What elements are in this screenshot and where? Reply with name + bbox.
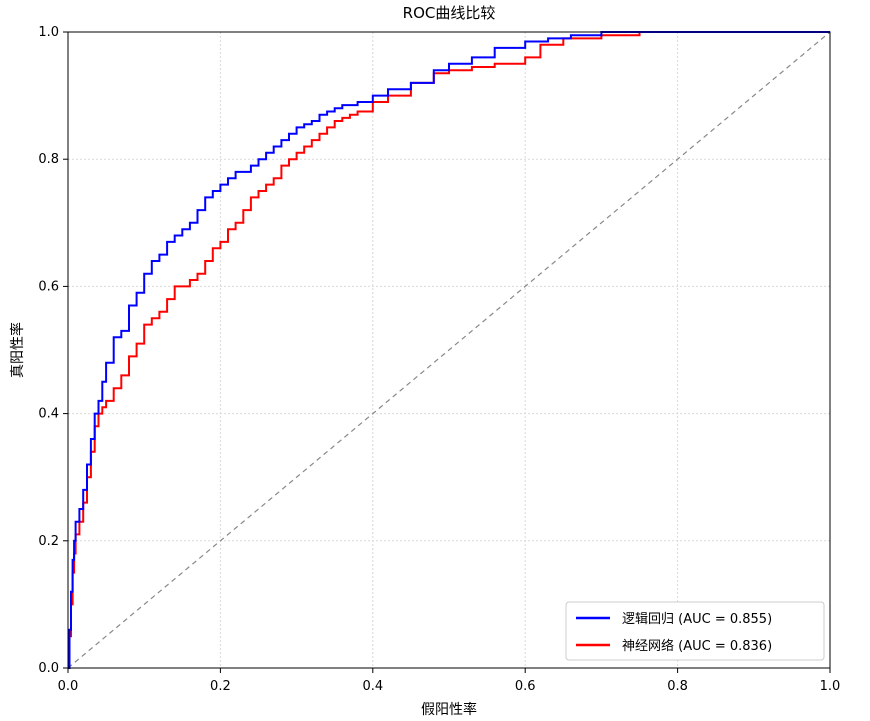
legend-label-logistic: 逻辑回归 (AUC = 0.855) bbox=[622, 612, 772, 627]
y-axis-title: 真阳性率 bbox=[9, 322, 26, 378]
x-tick-label: 0.0 bbox=[58, 679, 79, 694]
tick-layer: 0.0 0.2 0.4 0.6 0.8 1.0 0.0 0.2 0.4 0.6 0.8 1.0 bbox=[38, 25, 840, 694]
y-tick-label: 0.2 bbox=[38, 534, 59, 549]
y-tick-label: 0.0 bbox=[38, 661, 59, 676]
roc-line-logistic bbox=[68, 31, 830, 669]
y-tick-label: 1.0 bbox=[38, 25, 59, 40]
y-tick-label: 0.8 bbox=[38, 152, 59, 167]
diagonal-reference-line bbox=[67, 31, 831, 669]
y-tick-label: 0.4 bbox=[38, 407, 59, 422]
legend: 逻辑回归 (AUC = 0.855) 神经网络 (AUC = 0.836) bbox=[565, 601, 825, 661]
chart-title: ROC曲线比较 bbox=[403, 4, 496, 22]
plot-frame bbox=[67, 31, 831, 669]
x-tick-label: 0.8 bbox=[667, 679, 688, 694]
x-tick-label: 1.0 bbox=[820, 679, 841, 694]
x-tick-label: 0.4 bbox=[362, 679, 383, 694]
y-tick-label: 0.6 bbox=[38, 279, 59, 294]
x-tick-label: 0.2 bbox=[210, 679, 231, 694]
legend-box bbox=[565, 601, 825, 661]
x-tick-label: 0.6 bbox=[515, 679, 536, 694]
x-axis-title: 假阳性率 bbox=[421, 701, 477, 716]
legend-label-neural-net: 神经网络 (AUC = 0.836) bbox=[622, 638, 772, 654]
series-layer bbox=[67, 31, 831, 669]
